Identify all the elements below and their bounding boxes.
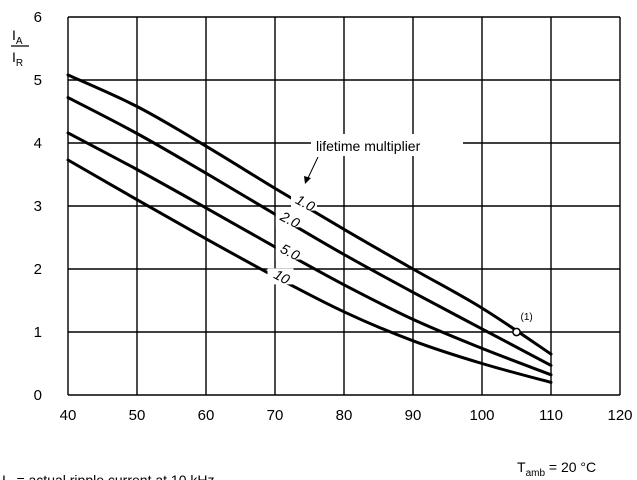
x-tick-label: 50 (129, 407, 146, 424)
marker-label: (1) (521, 312, 533, 323)
x-tick-label: 110 (539, 407, 563, 424)
y-tick-label: 4 (34, 135, 42, 152)
series-label-10: 10 (271, 266, 292, 288)
series-line-1.0 (66, 73, 553, 356)
marker-point: (1) (512, 312, 533, 337)
y-tick-label: 2 (34, 261, 42, 278)
annotation-text: lifetime multiplier (316, 138, 421, 154)
series-label-bg (275, 243, 302, 260)
x-tick-label: 60 (198, 407, 215, 424)
x-tick-label: 100 (469, 407, 494, 424)
y-axis-label: IA IR (11, 27, 29, 69)
y-tick-label: 5 (34, 72, 42, 89)
y-tick-label: 0 (34, 387, 42, 404)
y-tick-label: 6 (34, 9, 42, 26)
x-tick-label: 40 (60, 407, 77, 424)
x-tick-label: 80 (336, 407, 353, 424)
series-line-10 (66, 158, 553, 384)
ripple-current-legend: IA = actual ripple current at 10 kHz (2, 472, 215, 480)
y-axis-ticks: 0 1 2 3 4 5 6 (34, 9, 42, 404)
y-tick-label: 1 (34, 324, 42, 341)
series-line-2.0 (66, 96, 553, 367)
x-tick-label: 120 (607, 407, 632, 424)
ambient-condition: Tamb = 20 °C (517, 459, 596, 479)
x-tick-label: 90 (405, 407, 422, 424)
lifetime-multiplier-annotation: lifetime multiplier (304, 134, 463, 184)
curves (66, 73, 553, 384)
series-label-bg (267, 268, 294, 285)
y-tick-label: 3 (34, 198, 42, 215)
series-line-5.0 (66, 131, 553, 377)
svg-text:IA: IA (12, 27, 23, 47)
curve-labels: 1.02.05.010 (267, 191, 318, 288)
series-label-bg (275, 211, 302, 228)
x-axis-ticks: 40 50 60 70 80 90 100 110 120 (60, 407, 633, 424)
series-label-bg (290, 194, 317, 211)
marker-circle (512, 327, 521, 337)
x-tick-label: 70 (267, 407, 284, 424)
svg-text:IR: IR (12, 49, 23, 69)
